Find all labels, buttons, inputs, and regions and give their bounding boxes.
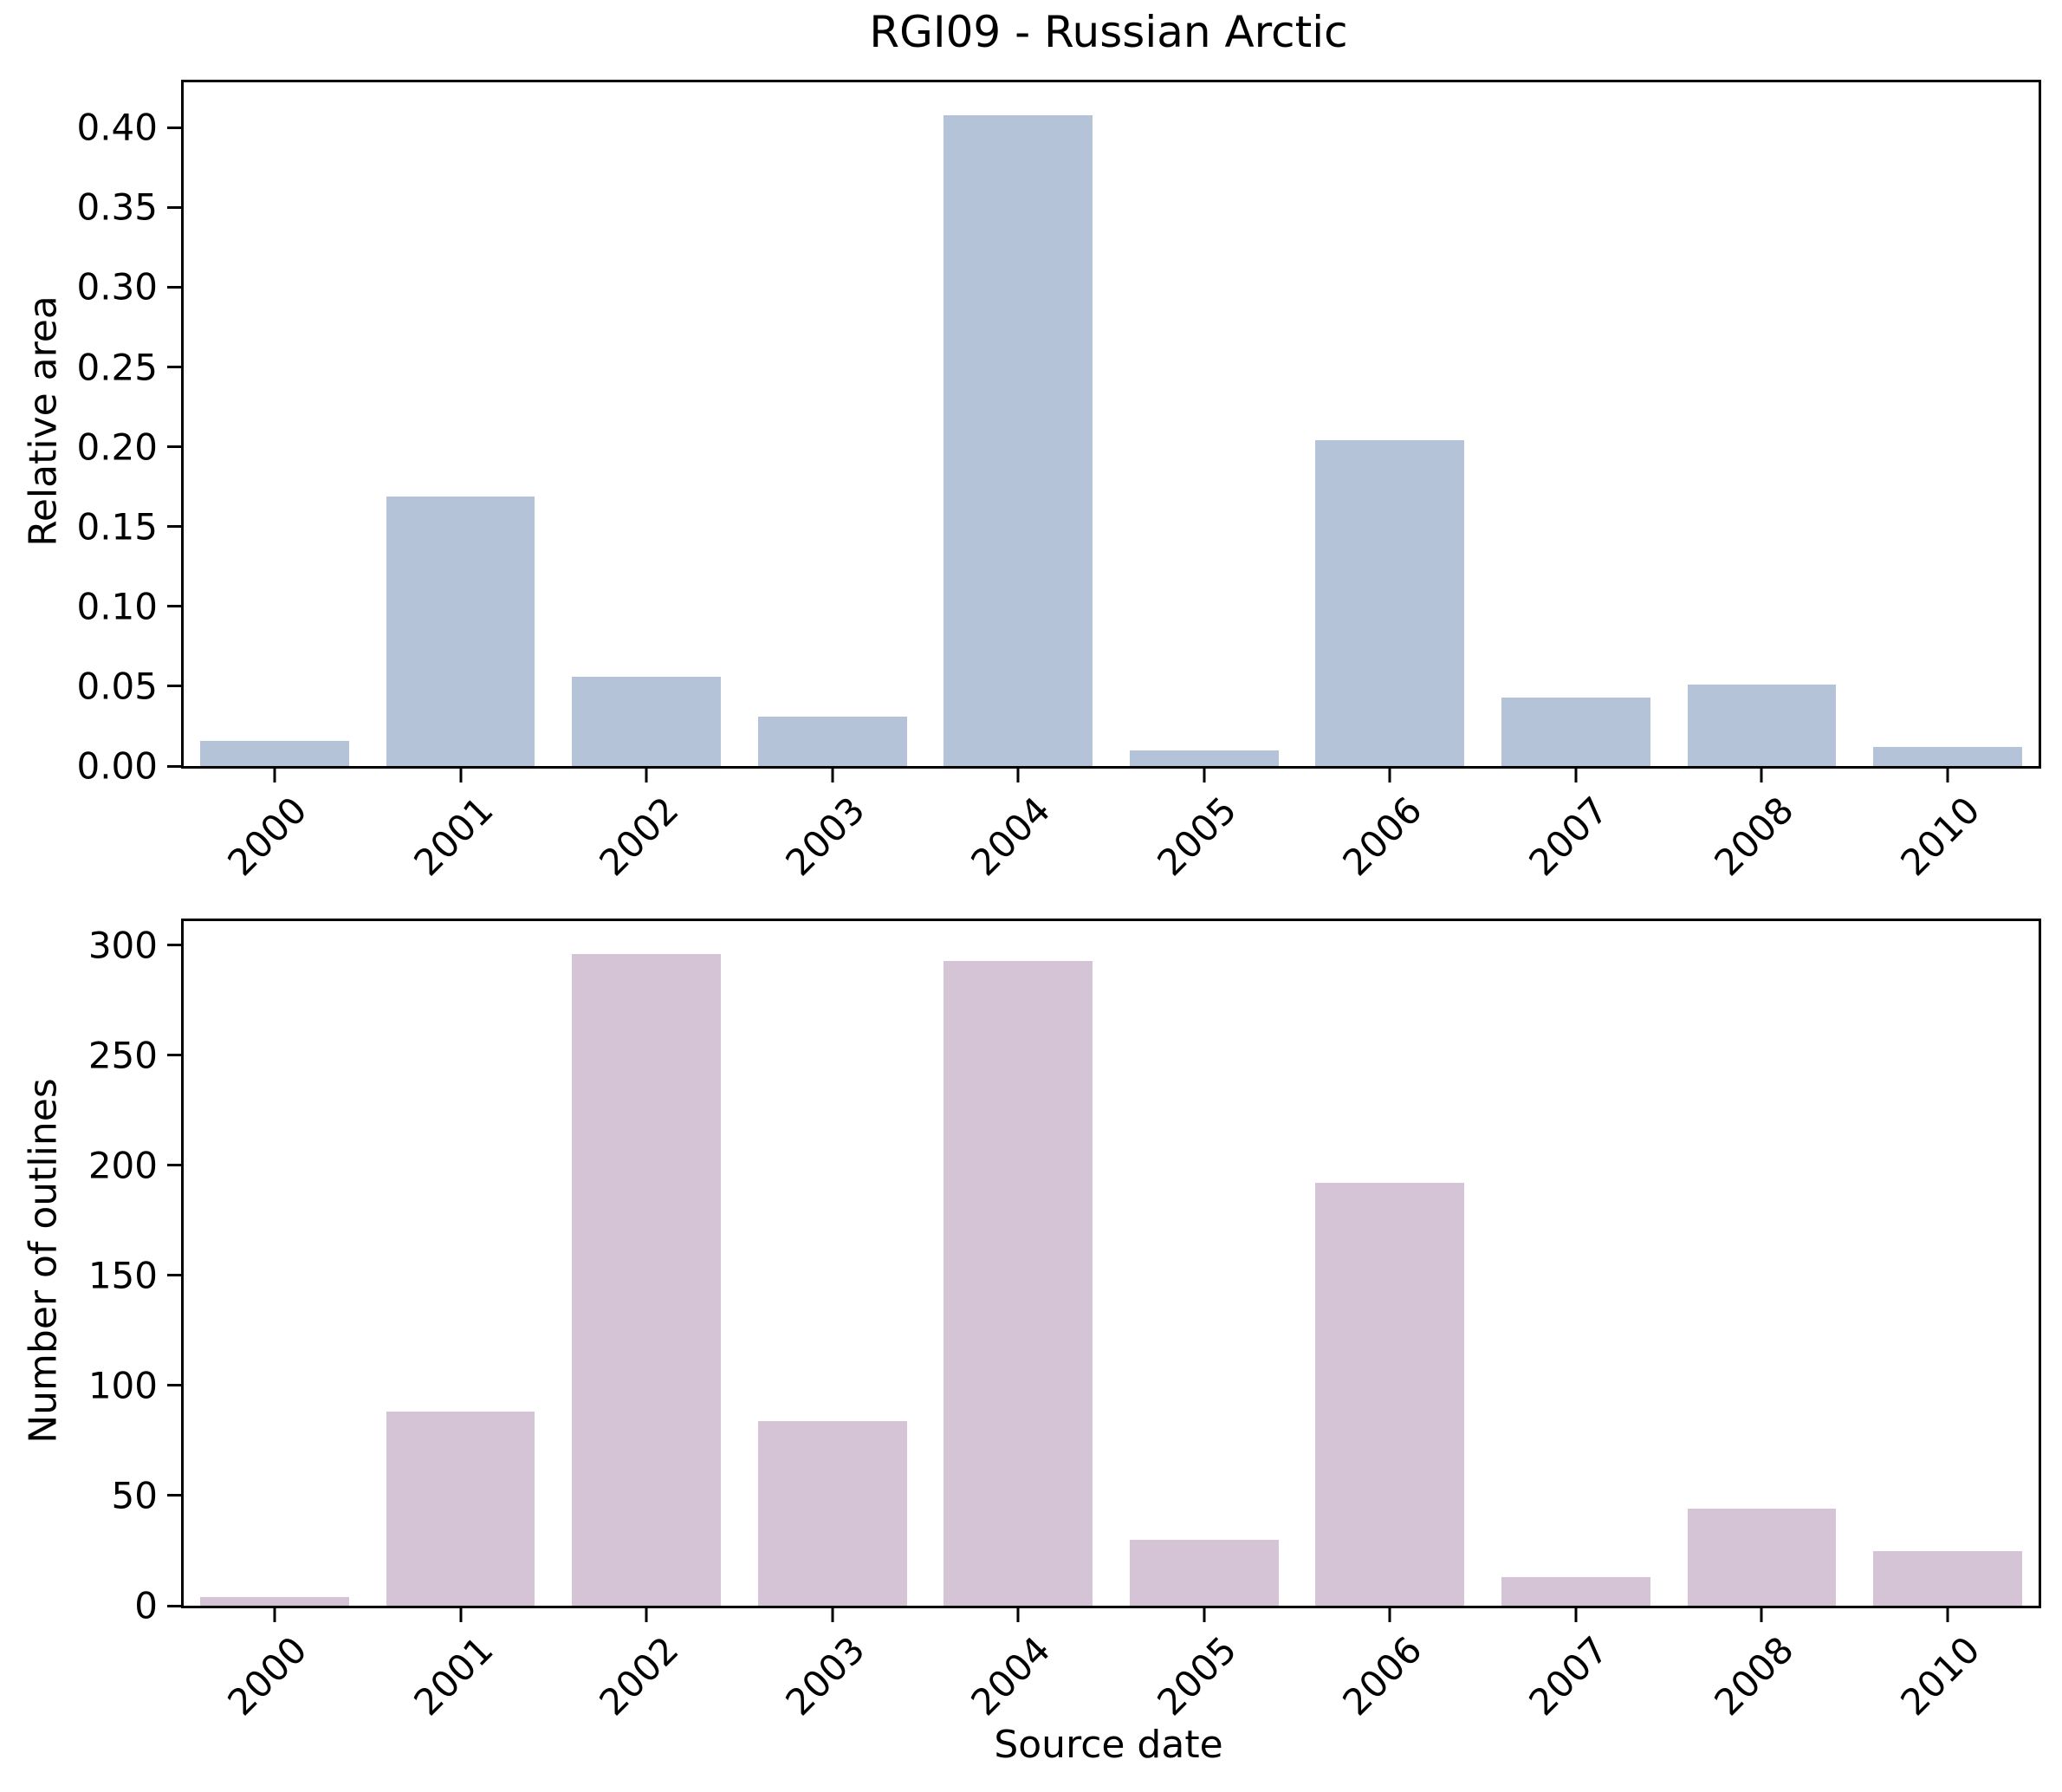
y-tick-200 [167,1164,181,1167]
y-tick-label-0.20: 0.20 [76,425,158,469]
y-tick-0.00 [167,764,181,768]
y-tick-label-0.05: 0.05 [76,665,158,708]
x-tick-label-2007: 2007 [1521,789,1617,885]
bar-2006 [1315,1183,1465,1606]
bar-2001 [386,496,535,766]
x-tick-label-2003: 2003 [777,789,873,885]
x-tick-2003 [831,1608,834,1622]
bar-2010 [1873,746,2022,766]
x-tick-label-2008: 2008 [1706,1628,1803,1724]
y-tick-0.30 [167,285,181,289]
y-tick-label-150: 150 [88,1254,158,1297]
bar-2000 [200,1596,349,1606]
bar-2003 [757,1420,907,1606]
bar-2008 [1687,1509,1837,1606]
x-tick-2004 [1016,769,1020,782]
y-tick-label-0.30: 0.30 [76,265,158,308]
x-tick-label-2008: 2008 [1706,789,1803,885]
x-tick-label-2003: 2003 [777,1628,873,1724]
x-tick-2003 [831,769,834,782]
bar-2008 [1687,685,1837,766]
bar-2003 [757,716,907,766]
bar-2007 [1501,1576,1650,1606]
y-tick-0.05 [167,685,181,688]
y-tick-0.10 [167,605,181,608]
y-tick-label-100: 100 [88,1364,158,1407]
top-y-axis-label: Relative area [21,295,66,547]
bar-2005 [1129,1539,1279,1606]
x-tick-label-2007: 2007 [1521,1628,1617,1724]
x-tick-label-2000: 2000 [219,789,315,885]
y-tick-label-0.15: 0.15 [76,505,158,549]
x-tick-2010 [1946,769,1949,782]
x-tick-label-2010: 2010 [1892,1628,1988,1724]
x-tick-label-2001: 2001 [405,1628,502,1724]
y-tick-50 [167,1494,181,1497]
y-tick-label-0.40: 0.40 [76,106,158,149]
y-tick-0.35 [167,205,181,209]
x-tick-2010 [1946,1608,1949,1622]
bar-2010 [1873,1550,2022,1606]
x-tick-label-2010: 2010 [1892,789,1988,885]
y-tick-label-0.35: 0.35 [76,185,158,229]
x-axis-label: Source date [994,1723,1223,1767]
bottom-y-axis-label: Number of outlines [21,1078,66,1444]
y-tick-label-0.10: 0.10 [76,585,158,628]
x-tick-2005 [1203,1608,1206,1622]
y-tick-label-0: 0 [134,1584,158,1627]
y-tick-0.25 [167,366,181,369]
bar-2001 [386,1412,535,1606]
y-tick-0 [167,1604,181,1607]
y-tick-250 [167,1054,181,1057]
x-tick-label-2000: 2000 [219,1628,315,1724]
x-tick-2000 [273,1608,276,1622]
y-tick-150 [167,1274,181,1277]
y-tick-label-300: 300 [88,924,158,967]
bar-2004 [943,960,1093,1606]
x-tick-2007 [1574,1608,1578,1622]
x-tick-2002 [645,769,648,782]
bar-2005 [1129,750,1279,766]
x-tick-2004 [1016,1608,1020,1622]
top-plot-area: 2000 2001 2002 2003 2004 2005 2006 2007 2008 2010… [76,80,2041,884]
chart-title: RGI09 - Russian Arctic [869,7,1348,57]
y-tick-100 [167,1384,181,1387]
x-tick-2006 [1388,1608,1391,1622]
bar-2002 [572,676,721,766]
y-tick-label-250: 250 [88,1034,158,1077]
bar-2006 [1315,440,1465,766]
y-tick-label-0.25: 0.25 [76,346,158,389]
x-tick-label-2006: 2006 [1334,1628,1430,1724]
x-tick-2001 [459,769,463,782]
y-tick-label-50: 50 [111,1474,158,1517]
bar-2007 [1501,697,1650,766]
x-tick-2005 [1203,769,1206,782]
x-tick-label-2004: 2004 [963,1628,1059,1724]
x-tick-2007 [1574,769,1578,782]
x-tick-label-2006: 2006 [1334,789,1430,885]
x-tick-label-2001: 2001 [405,789,502,885]
bottom-plot-area: 2000 2001 2002 2003 2004 2005 2006 2007 2008 2010… [88,919,2041,1724]
bar-2002 [572,954,721,1606]
y-tick-300 [167,944,181,947]
x-tick-2000 [273,769,276,782]
bar-2004 [943,114,1093,766]
bar-2000 [200,740,349,766]
x-tick-label-2005: 2005 [1149,789,1245,885]
x-tick-2008 [1760,1608,1763,1622]
x-tick-2002 [645,1608,648,1622]
x-tick-label-2002: 2002 [591,789,687,885]
x-tick-label-2004: 2004 [963,789,1059,885]
x-tick-label-2005: 2005 [1149,1628,1245,1724]
x-tick-2001 [459,1608,463,1622]
y-tick-0.20 [167,445,181,449]
y-tick-0.40 [167,126,181,129]
y-tick-label-200: 200 [88,1144,158,1187]
y-tick-label-0.00: 0.00 [76,744,158,788]
x-tick-2006 [1388,769,1391,782]
x-tick-label-2002: 2002 [591,1628,687,1724]
y-tick-0.15 [167,525,181,529]
x-tick-2008 [1760,769,1763,782]
